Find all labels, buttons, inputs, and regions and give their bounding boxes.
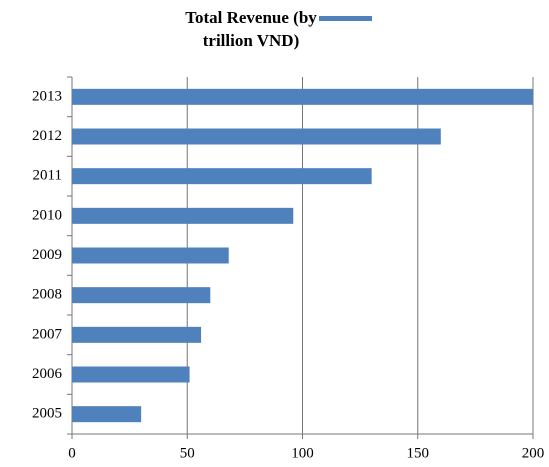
bar — [72, 88, 533, 105]
bar — [72, 326, 202, 343]
bar — [72, 207, 294, 224]
bar — [72, 168, 372, 185]
x-tick-label: 0 — [68, 445, 76, 461]
y-tick-label: 2011 — [33, 168, 62, 184]
bar — [72, 366, 190, 383]
legend-key — [319, 16, 372, 21]
bar — [72, 406, 142, 423]
y-tick-label: 2005 — [32, 406, 62, 422]
x-tick-label: 50 — [180, 445, 195, 461]
y-tick-label: 2012 — [32, 128, 62, 144]
x-tick-label: 200 — [522, 445, 545, 461]
x-tick-label: 100 — [291, 445, 314, 461]
y-tick-label: 2013 — [32, 88, 62, 104]
y-tick-label: 2010 — [32, 207, 62, 223]
legend-label: Total Revenue (by trillion VND) — [185, 8, 317, 50]
x-tick-label: 150 — [407, 445, 430, 461]
bar — [72, 128, 441, 145]
bar — [72, 287, 211, 304]
y-tick-label: 2006 — [32, 366, 63, 382]
y-tick-label: 2007 — [32, 326, 63, 342]
y-tick-label: 2008 — [32, 287, 62, 303]
y-tick-label: 2009 — [32, 247, 62, 263]
bar — [72, 247, 229, 264]
legend: Total Revenue (by trillion VND) — [176, 6, 416, 52]
